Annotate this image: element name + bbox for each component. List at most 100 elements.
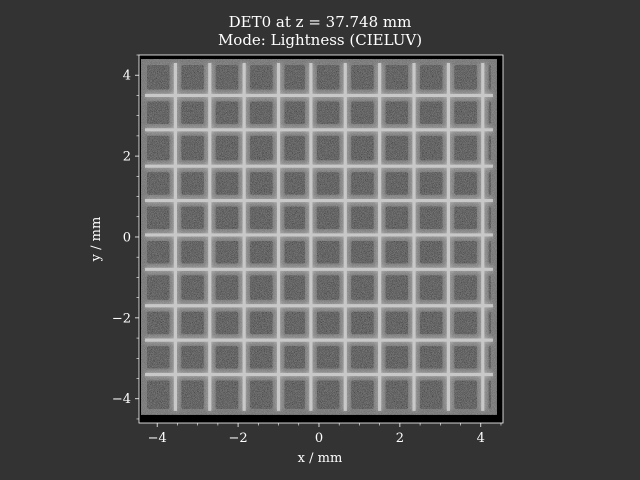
mesh-opening [385, 240, 409, 264]
y-axis-label: y / mm [89, 217, 104, 263]
mesh-opening [351, 240, 374, 264]
mesh-opening [284, 206, 305, 229]
mesh-opening [316, 65, 340, 90]
mesh-opening [250, 275, 273, 300]
mesh-opening [284, 380, 305, 409]
mesh-opening [385, 311, 409, 335]
y-tick-label: 0 [123, 230, 131, 245]
mesh-opening [488, 172, 491, 195]
mesh-opening [316, 101, 340, 124]
mesh-opening [454, 346, 477, 369]
y-tick-label: −4 [112, 392, 131, 407]
mesh-opening [147, 240, 170, 264]
mesh-opening [385, 380, 409, 409]
mesh-opening [284, 240, 305, 264]
mesh-opening [147, 101, 170, 124]
mesh-opening [316, 206, 340, 229]
mesh-opening [250, 311, 273, 335]
mesh-opening [454, 311, 477, 335]
mesh-opening [420, 346, 443, 369]
mesh-opening [385, 65, 409, 90]
mesh-opening [420, 65, 443, 90]
mesh-opening [147, 311, 170, 335]
chart-subtitle: Mode: Lightness (CIELUV) [218, 31, 422, 49]
mesh-opening [284, 101, 305, 124]
mesh-opening [147, 380, 170, 409]
mesh-opening [454, 380, 477, 409]
mesh-opening [215, 380, 239, 409]
mesh-opening [454, 240, 477, 264]
mesh-opening [454, 275, 477, 300]
mesh-opening [420, 275, 443, 300]
mesh-opening [284, 346, 305, 369]
mesh-opening [316, 380, 340, 409]
y-tick-label: −2 [112, 311, 131, 326]
y-tick-label: 2 [123, 150, 131, 165]
mesh-openings [147, 65, 491, 409]
mesh-opening [420, 311, 443, 335]
mesh-opening [385, 172, 409, 195]
mesh-opening [147, 275, 170, 300]
mesh-opening [454, 101, 477, 124]
mesh-opening [284, 135, 305, 161]
mesh-opening [351, 311, 374, 335]
mesh-opening [250, 65, 273, 90]
mesh-bar-core [145, 63, 493, 411]
x-axis: −4 −2 0 2 4 [148, 423, 502, 446]
mesh-opening [215, 240, 239, 264]
mesh-opening [351, 380, 374, 409]
mesh-opening [250, 380, 273, 409]
mesh-opening [181, 206, 204, 229]
mesh-opening [488, 346, 491, 369]
mesh-opening [284, 65, 305, 90]
mesh-opening [316, 275, 340, 300]
mesh-opening [147, 65, 170, 90]
mesh-opening [215, 172, 239, 195]
x-tick-label: 4 [477, 431, 485, 446]
y-axis: −4 −2 0 2 4 [112, 54, 139, 420]
mesh-opening [488, 101, 491, 124]
mesh-opening [454, 206, 477, 229]
mesh-opening [250, 101, 273, 124]
mesh-opening [215, 275, 239, 300]
mesh-opening [351, 101, 374, 124]
mesh-opening [420, 101, 443, 124]
mesh-opening [454, 172, 477, 195]
mesh-opening [284, 172, 305, 195]
mesh-opening [385, 101, 409, 124]
axes-frame [138, 54, 504, 424]
mesh-opening [316, 172, 340, 195]
mesh-opening [488, 380, 491, 409]
mesh-opening [316, 311, 340, 335]
mesh-opening [385, 346, 409, 369]
mesh-opening [351, 206, 374, 229]
x-tick-label: −4 [148, 431, 167, 446]
mesh-opening [181, 240, 204, 264]
x-tick-label: 2 [396, 431, 404, 446]
mesh-opening [215, 311, 239, 335]
mesh-opening [250, 206, 273, 229]
mesh-opening [351, 275, 374, 300]
mesh-bars [145, 63, 493, 411]
mesh-opening [488, 206, 491, 229]
mesh-opening [181, 65, 204, 90]
mesh-opening [181, 380, 204, 409]
mesh-opening [316, 346, 340, 369]
mesh-opening [250, 240, 273, 264]
mesh-opening [181, 135, 204, 161]
x-tick-label: 0 [315, 431, 323, 446]
mesh-opening [351, 172, 374, 195]
mesh-opening [284, 311, 305, 335]
mesh-opening [385, 206, 409, 229]
mesh-opening [147, 206, 170, 229]
mesh-opening [420, 172, 443, 195]
mesh-opening [488, 135, 491, 161]
mesh-opening [147, 346, 170, 369]
chart-title: DET0 at z = 37.748 mm [229, 13, 412, 31]
mesh-opening [385, 135, 409, 161]
x-tick-label: −2 [229, 431, 248, 446]
mesh-opening [316, 135, 340, 161]
mesh-opening [181, 275, 204, 300]
mesh-opening [147, 172, 170, 195]
